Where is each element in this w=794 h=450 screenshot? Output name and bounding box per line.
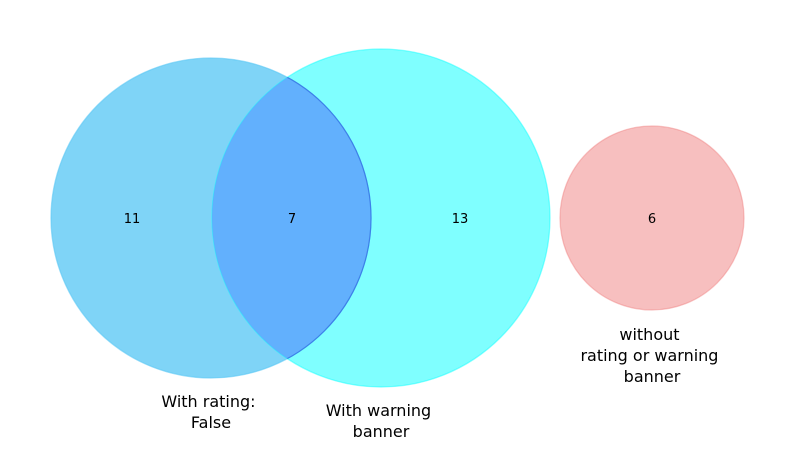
set-circle-neither — [559, 125, 745, 311]
set-label-rating: With rating: False — [161, 392, 260, 432]
count-neither: 6 — [648, 212, 656, 227]
count-both: 7 — [288, 212, 296, 227]
overlap-outline-rating — [212, 57, 372, 379]
overlap-region — [212, 58, 371, 378]
count-warning-only: 13 — [452, 212, 469, 227]
set-label-warning: With warning banner — [326, 401, 437, 441]
count-rating-only: 11 — [124, 212, 141, 227]
set-label-neither: without rating or warning banner — [580, 325, 723, 386]
